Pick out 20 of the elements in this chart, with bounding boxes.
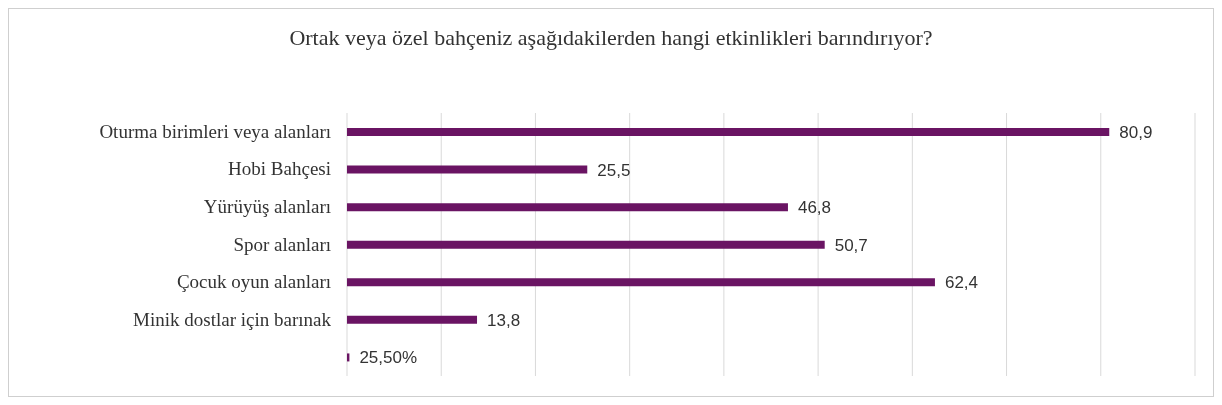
- data-label: 80,9: [1119, 123, 1153, 142]
- bar: [347, 128, 1110, 136]
- bar: [347, 278, 935, 287]
- data-label: 50,7: [834, 235, 868, 255]
- data-label: 25,5: [597, 160, 631, 180]
- bar: [347, 240, 825, 249]
- data-label: 62,4: [944, 273, 979, 293]
- bar: [347, 203, 788, 212]
- data-label: 46,8: [797, 198, 832, 218]
- y-tick-label: Minik dostlar için barınak: [133, 308, 332, 330]
- chart-title: Ortak veya özel bahçeniz aşağıdakilerden hangi etkinlikleri barındırıyor?: [288, 25, 934, 51]
- y-tick-label: Spor alanları: [233, 233, 331, 255]
- bar: [347, 165, 588, 174]
- data-label: 25,50%: [359, 348, 418, 368]
- y-tick-label: Hobi Bahçesi: [228, 158, 331, 180]
- y-tick-label: Çocuk oyun alanları: [176, 271, 331, 293]
- bar: [347, 315, 478, 324]
- y-tick-label: Yürüyüş alanları: [203, 195, 331, 217]
- data-label: 13,8: [487, 310, 521, 330]
- y-tick-label: Oturma birimleri veya alanları: [99, 120, 331, 142]
